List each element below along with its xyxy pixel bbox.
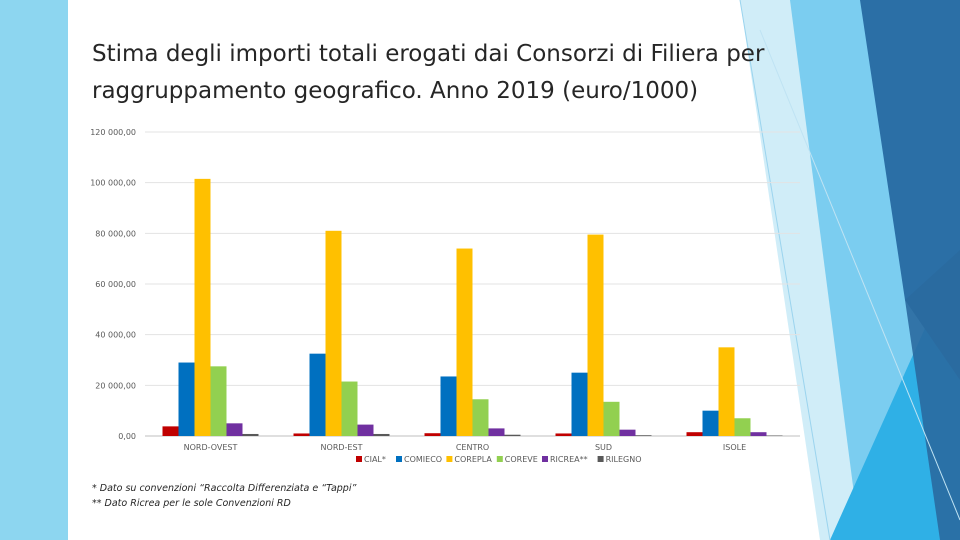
left-accent-band — [0, 0, 68, 540]
bar-corepla-centro — [456, 248, 473, 436]
bar-corepla-sud — [587, 234, 604, 436]
x-tick-label: NORD-OVEST — [184, 443, 238, 452]
bar-ricrea-nord-ovest — [226, 423, 243, 436]
bar-ricrea-nord-est — [357, 424, 374, 436]
title-line-1: Stima degli importi totali erogati dai C… — [92, 41, 765, 67]
bar-rilegno-sud — [635, 435, 652, 436]
x-tick-label: SUD — [595, 443, 612, 452]
bar-cial-sud — [555, 433, 572, 436]
y-tick-label: 100 000,00 — [90, 179, 136, 188]
footnote-1: * Dato su convenzioni “Raccolta Differen… — [92, 483, 357, 494]
y-tick-label: 40 000,00 — [95, 331, 136, 340]
legend-label: COREVE — [505, 455, 538, 464]
bar-comieco-sud — [571, 372, 588, 436]
legend-label: CIAL* — [364, 455, 386, 464]
legend-swatch — [597, 456, 604, 462]
slide-title: Stima degli importi totali erogati dai C… — [92, 36, 792, 110]
legend-label: COREPLA — [454, 455, 492, 464]
legend-label: RICREA** — [550, 455, 588, 464]
y-tick-label: 120 000,00 — [90, 128, 136, 137]
bar-rilegno-nord-ovest — [242, 433, 259, 436]
legend-swatch — [356, 456, 362, 462]
bar-rilegno-isole — [766, 435, 783, 436]
legend-swatch — [542, 456, 548, 462]
x-tick-label: ISOLE — [723, 443, 746, 452]
bar-comieco-centro — [440, 376, 457, 436]
title-line-2: raggruppamento geografico. Anno 2019 (eu… — [92, 78, 699, 104]
bar-corepla-isole — [718, 347, 735, 436]
bar-coreve-sud — [603, 401, 620, 436]
bar-corepla-nord-ovest — [194, 178, 211, 436]
bar-cial-isole — [686, 432, 703, 436]
decor-line-2 — [759, 29, 960, 521]
bar-cial-centro — [424, 433, 441, 436]
bar-coreve-nord-est — [341, 381, 358, 436]
bar-ricrea-sud — [619, 429, 636, 436]
legend-swatch — [396, 456, 402, 462]
bar-ricrea-centro — [488, 428, 505, 436]
legend-swatch — [446, 456, 453, 462]
bar-cial-nord-ovest — [162, 426, 179, 436]
right-accent-deep — [905, 250, 960, 540]
footnote-2: ** Dato Ricrea per le sole Convenzioni R… — [92, 498, 291, 509]
bar-comieco-nord-est — [309, 353, 326, 436]
legend-label: COMIECO — [404, 455, 442, 464]
bar-rilegno-nord-est — [373, 433, 390, 436]
legend-swatch — [496, 456, 503, 462]
x-tick-label: CENTRO — [456, 443, 489, 452]
bar-comieco-nord-ovest — [178, 362, 195, 436]
y-tick-label: 80 000,00 — [95, 229, 136, 238]
bar-comieco-isole — [702, 410, 719, 436]
y-tick-label: 60 000,00 — [95, 280, 136, 289]
bar-coreve-nord-ovest — [210, 366, 227, 436]
y-tick-label: 20 000,00 — [95, 381, 136, 390]
bar-corepla-nord-est — [325, 230, 342, 436]
bar-cial-nord-est — [293, 433, 310, 436]
y-tick-label: 0,00 — [118, 432, 136, 441]
decor-line-1 — [739, 0, 831, 540]
x-tick-label: NORD-EST — [321, 443, 363, 452]
bar-ricrea-isole — [750, 432, 767, 436]
bar-coreve-isole — [734, 418, 751, 436]
bar-coreve-centro — [472, 399, 489, 436]
footnotes: * Dato su convenzioni “Raccolta Differen… — [92, 481, 356, 511]
bar-rilegno-centro — [504, 434, 521, 436]
legend-label: RILEGNO — [606, 455, 642, 464]
